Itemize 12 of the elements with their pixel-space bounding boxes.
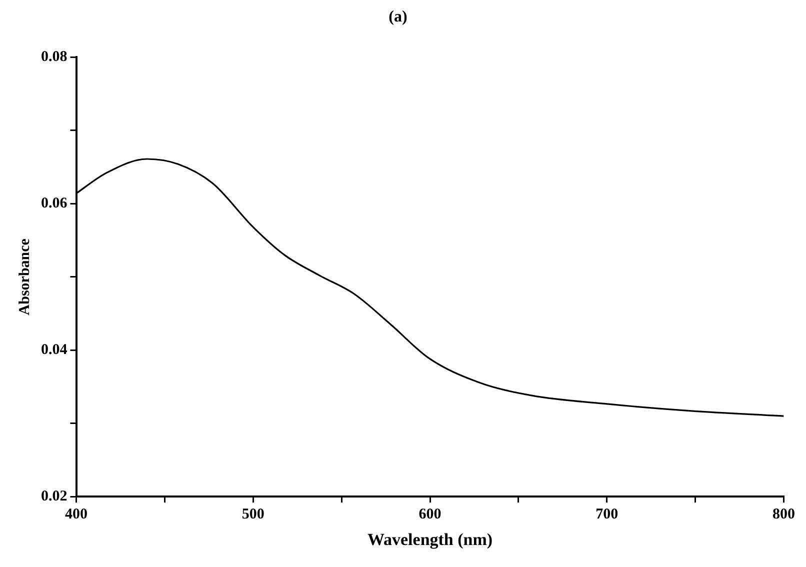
y-tick-label: 0.08 bbox=[41, 49, 68, 66]
x-tick-label: 700 bbox=[596, 506, 618, 522]
y-tick-label: 0.04 bbox=[41, 342, 68, 358]
x-axis-title: Wavelength (nm) bbox=[367, 530, 493, 550]
chart-title: (a) bbox=[388, 8, 408, 26]
x-tick-label: 800 bbox=[772, 506, 795, 522]
y-tick-label: 0.06 bbox=[41, 196, 68, 212]
y-tick-label: 0.02 bbox=[41, 488, 68, 504]
x-tick-label: 600 bbox=[418, 506, 442, 522]
x-tick-label: 500 bbox=[242, 506, 264, 522]
y-axis-title: Absorbance bbox=[16, 238, 33, 316]
x-tick-label: 400 bbox=[65, 506, 88, 522]
